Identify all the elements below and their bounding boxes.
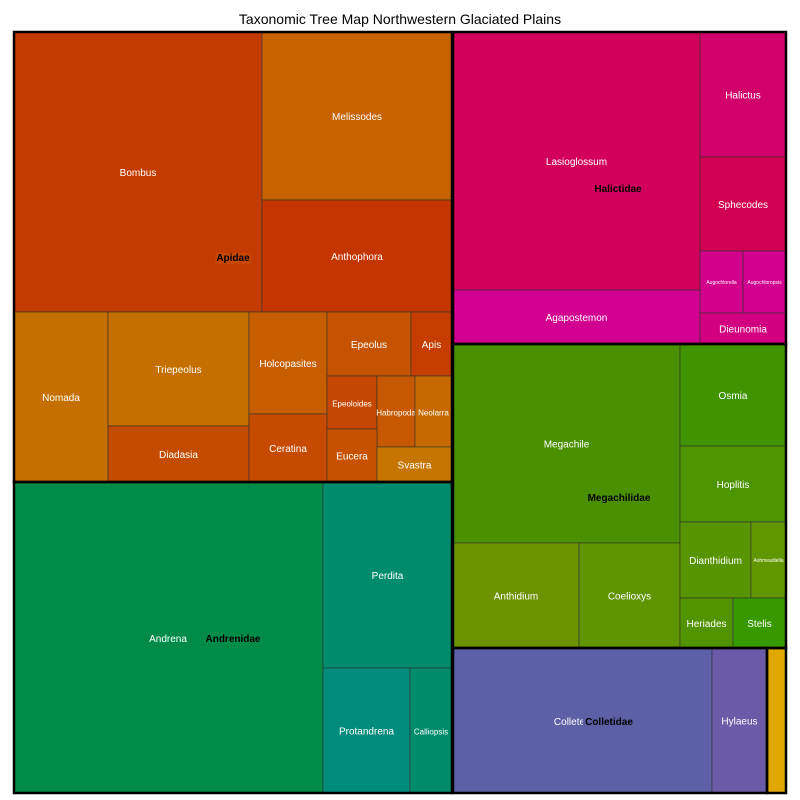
genus-label-augochloropsis: Augochloropsis xyxy=(747,280,782,286)
treemap-cell-anthophora xyxy=(261,199,453,313)
treemap-cell-coelioxys xyxy=(578,542,681,649)
treemap-cell-anthidium xyxy=(452,542,580,649)
family-border-andrenidae xyxy=(12,480,454,795)
genus-label-heriades: Heriades xyxy=(686,619,726,630)
genus-label-bombus: Bombus xyxy=(120,168,157,179)
family-label-bg-colletidae xyxy=(584,717,635,728)
treemap-cell-neolarra xyxy=(414,375,453,448)
family-label-bg-andrenidae xyxy=(204,634,262,645)
genus-label-dianthidium: Dianthidium xyxy=(689,556,742,567)
treemap-cell-bombus xyxy=(13,31,263,313)
family-border-unnamed xyxy=(765,646,788,795)
treemap-cell-stelis xyxy=(732,597,787,649)
family-label-bg-megachilidae xyxy=(586,493,652,504)
treemap-cell-nomada xyxy=(13,311,109,483)
family-label-bg-halictidae xyxy=(593,184,644,195)
genus-label-perdita: Perdita xyxy=(372,571,404,582)
treemap-cell-calliopsis xyxy=(409,667,453,794)
genus-label-habropoda: Habropoda xyxy=(376,409,416,418)
genus-label-stelis: Stelis xyxy=(747,619,771,630)
genus-label-protandrena: Protandrena xyxy=(339,727,394,738)
treemap-cell-melissodes xyxy=(261,31,453,201)
genus-label-agapostemon: Agapostemon xyxy=(546,313,608,324)
genus-label-holcopasites: Holcopasites xyxy=(259,359,316,370)
genus-label-ceratina: Ceratina xyxy=(269,444,307,455)
genus-label-andrena: Andrena xyxy=(149,634,187,645)
treemap-cell-augochlorella xyxy=(699,250,744,314)
treemap-cell-diadasia xyxy=(107,425,250,483)
genus-label-halictus: Halictus xyxy=(725,91,761,102)
genus-label-eucera: Eucera xyxy=(336,452,368,463)
family-label-megachilidae: Megachilidae xyxy=(588,493,651,504)
genus-label-apis: Apis xyxy=(422,340,441,351)
treemap-cell-agapostemon xyxy=(452,289,701,345)
genus-label-megachile: Megachile xyxy=(544,440,590,451)
family-label-bg-apidae xyxy=(215,253,252,264)
treemap-cell-ashmeadiella xyxy=(750,521,787,599)
treemap-cell-holcopasites xyxy=(248,311,328,415)
genus-label-epeoloides: Epeoloides xyxy=(332,400,372,409)
genus-label-dieunomia: Dieunomia xyxy=(719,325,767,336)
genus-label-osmia: Osmia xyxy=(719,391,748,402)
treemap-cell-lasioglossum xyxy=(452,31,701,291)
chart-title: Taxonomic Tree Map Northwestern Glaciate… xyxy=(239,11,561,27)
family-label-apidae: Apidae xyxy=(216,253,250,264)
treemap-cell-apis xyxy=(410,311,453,377)
family-label-andrenidae: Andrenidae xyxy=(205,634,260,645)
treemap-cell-triepeolus xyxy=(107,311,250,427)
genus-label-lasioglossum: Lasioglossum xyxy=(546,157,607,168)
treemap-cell-halictus xyxy=(699,31,787,158)
genus-label-diadasia: Diadasia xyxy=(159,450,198,461)
treemap-cell-megachile xyxy=(452,343,681,544)
family-label-halictidae: Halictidae xyxy=(594,184,642,195)
genus-label-colletes: Colletes xyxy=(554,717,590,728)
genus-label-neolarra: Neolarra xyxy=(418,409,449,418)
genus-label-hylaeus: Hylaeus xyxy=(721,717,757,728)
family-label-colletidae: Colletidae xyxy=(585,717,633,728)
treemap-cell-protandrena xyxy=(322,667,411,794)
treemap-cell-hoplitis xyxy=(679,445,787,523)
treemap-cell-ceratina xyxy=(248,413,328,483)
genus-label-hoplitis: Hoplitis xyxy=(717,480,750,491)
genus-label-augochlorella: Augochlorella xyxy=(706,280,737,286)
genus-label-epeolus: Epeolus xyxy=(351,340,387,351)
genus-label-melissodes: Melissodes xyxy=(332,112,382,123)
treemap-cell-hylaeus xyxy=(711,647,768,794)
genus-label-anthidium: Anthidium xyxy=(494,592,538,603)
treemap-cell-colletes xyxy=(452,647,713,794)
genus-label-triepeolus: Triepeolus xyxy=(155,365,201,376)
treemap-cell-eucera xyxy=(326,428,378,483)
genus-label-svastra: Svastra xyxy=(398,461,432,472)
genus-label-nomada: Nomada xyxy=(42,393,80,404)
treemap-cell-sphecodes xyxy=(699,156,787,252)
treemap-cell-habropoda xyxy=(376,375,416,448)
genus-label-ashmeadiella: Ashmeadiella xyxy=(753,558,783,564)
genus-label-sphecodes: Sphecodes xyxy=(718,200,768,211)
genus-label-anthophora: Anthophora xyxy=(331,252,383,263)
genus-label-calliopsis: Calliopsis xyxy=(414,728,448,737)
treemap-cell-augochloropsis xyxy=(742,250,787,314)
treemap-cell-dieunomia xyxy=(699,312,787,345)
treemap-cell-unnamed xyxy=(766,647,787,794)
genus-label-coelioxys: Coelioxys xyxy=(608,592,651,603)
treemap-cell-dianthidium xyxy=(679,521,752,599)
